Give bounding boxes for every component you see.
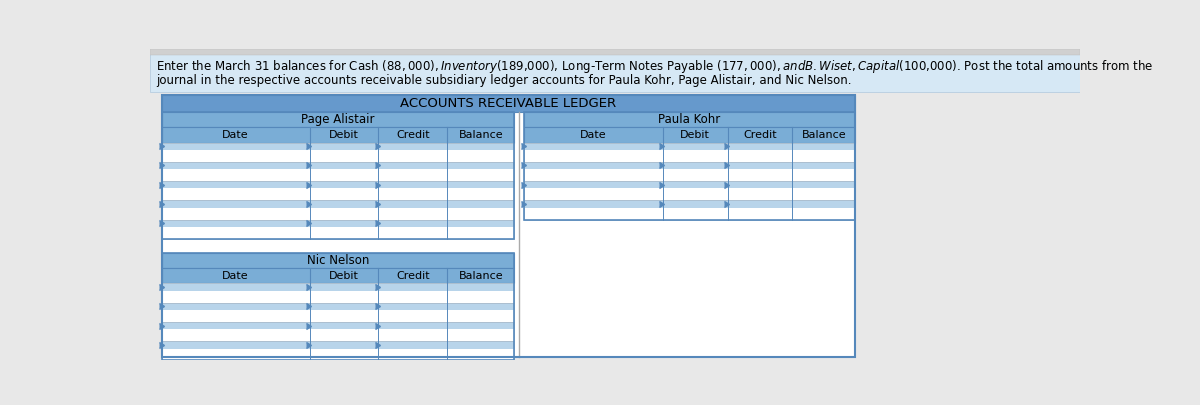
Text: Paula Kohr: Paula Kohr [659,113,720,126]
Bar [162,112,515,239]
Bar [162,181,515,188]
Bar [162,200,515,208]
Bar [523,162,856,181]
Text: Page Alistair: Page Alistair [301,113,374,126]
Bar [162,143,515,150]
Bar [162,341,515,360]
Bar [162,208,515,220]
Bar [162,284,515,291]
Bar [162,303,515,322]
Bar [523,150,856,162]
Bar [150,49,1080,92]
Text: ACCOUNTS RECEIVABLE LEDGER: ACCOUNTS RECEIVABLE LEDGER [401,97,617,110]
Text: Balance: Balance [458,130,503,140]
Bar [523,200,856,208]
Bar [162,181,515,200]
Bar [162,303,515,310]
Bar [523,143,856,162]
Text: Date: Date [580,130,606,140]
Bar [162,284,515,303]
Bar [150,49,1080,55]
Bar [162,95,856,356]
Bar [162,227,515,239]
Bar [523,181,856,188]
Bar [162,188,515,200]
Bar [162,322,515,329]
Bar [523,127,856,143]
Text: Date: Date [222,271,248,281]
Bar [162,349,515,360]
Bar [162,162,515,181]
Text: Credit: Credit [396,130,430,140]
Bar [523,208,856,220]
Bar [162,95,856,356]
Bar [523,112,856,127]
Bar [162,291,515,303]
Bar [523,181,856,200]
Bar [523,143,856,150]
Bar [162,162,515,169]
Bar [162,150,515,162]
Text: Debit: Debit [680,130,710,140]
Bar [162,253,515,360]
Bar [162,322,515,341]
Bar [162,329,515,341]
Bar [523,162,856,169]
Bar [162,200,515,220]
Text: journal in the respective accounts receivable subsidiary ledger accounts for Pau: journal in the respective accounts recei… [156,74,852,87]
Text: Debit: Debit [329,130,359,140]
Bar [162,310,515,322]
Text: Credit: Credit [396,271,430,281]
Bar [162,169,515,181]
Bar [162,253,515,268]
Bar [162,127,515,143]
Bar [162,220,515,227]
Bar [523,112,856,220]
Bar [162,143,515,162]
Bar [523,169,856,181]
Text: Debit: Debit [329,271,359,281]
Bar [162,341,515,349]
Bar [523,188,856,200]
Text: Balance: Balance [458,271,503,281]
Text: Credit: Credit [743,130,776,140]
Bar [162,112,515,127]
Text: Nic Nelson: Nic Nelson [307,254,370,267]
Text: Balance: Balance [802,130,846,140]
Bar [162,268,515,284]
Text: Enter the March 31 balances for Cash ($88,000), Inventory ($189,000), Long-Term : Enter the March 31 balances for Cash ($8… [156,58,1153,75]
Bar [523,200,856,220]
Bar [162,95,856,112]
Text: Date: Date [222,130,248,140]
Bar [162,220,515,239]
